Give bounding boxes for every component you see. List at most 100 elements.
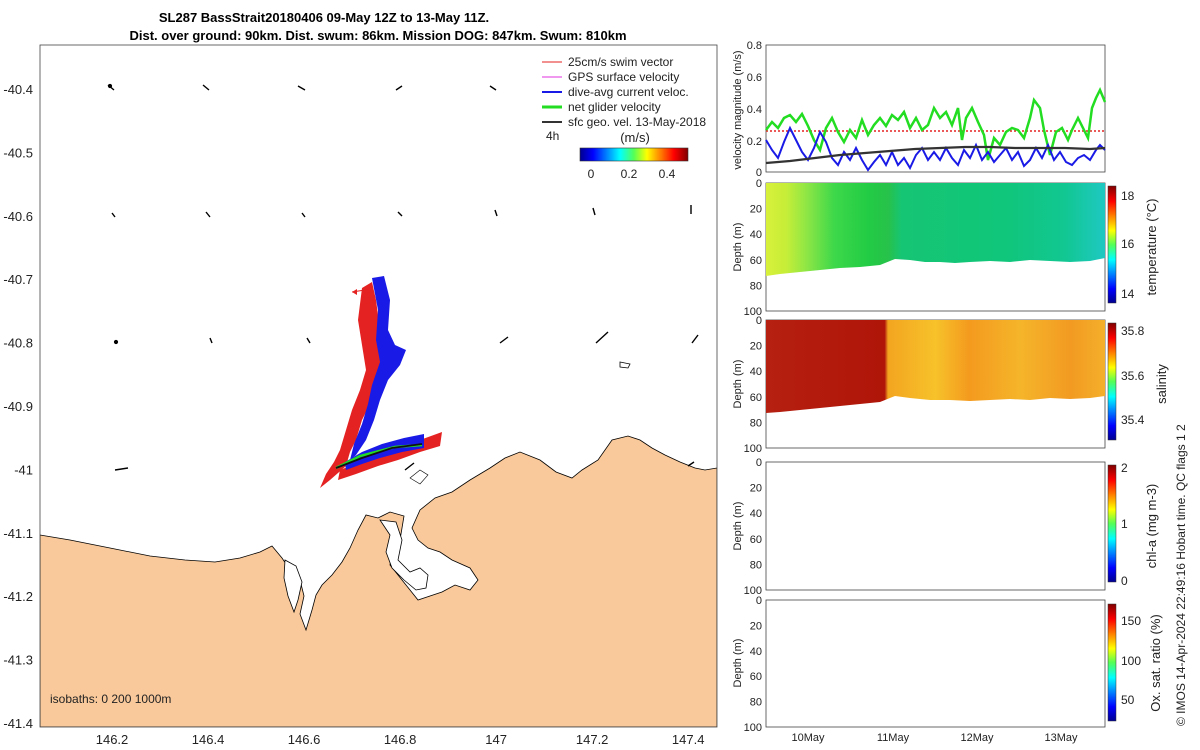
time-xtick-1: 11May bbox=[877, 732, 910, 744]
sfc-geo-arrows bbox=[107, 83, 699, 471]
depth-tick-label: 20 bbox=[750, 620, 762, 632]
speed-colorbar bbox=[579, 147, 689, 162]
map-y-tick-label: -41.1 bbox=[3, 526, 33, 541]
vel-ytick-4: 0.8 bbox=[747, 40, 762, 52]
geo-arrow bbox=[297, 85, 306, 91]
map-legend: 25cm/s swim vector GPS surface velocity … bbox=[542, 55, 706, 181]
vel-ylabel: velocity magnitude (m/s) bbox=[732, 50, 744, 169]
legend-label-net: net glider velocity bbox=[568, 100, 661, 114]
isobaths-label: isobaths: 0 200 1000m bbox=[50, 692, 171, 706]
sal-cbar-tick-35.4: 35.4 bbox=[1121, 413, 1145, 427]
geo-arrow-dot bbox=[113, 339, 119, 345]
geo-arrow bbox=[111, 212, 116, 218]
temp-yticks: 0 20 40 60 80 100 bbox=[744, 178, 762, 318]
temp-cbar-tick-18: 18 bbox=[1121, 189, 1135, 203]
dive-avg-currents-east bbox=[345, 434, 424, 470]
geo-arrow bbox=[114, 467, 129, 471]
glider-path bbox=[335, 443, 423, 469]
geo-arrow bbox=[301, 212, 306, 218]
swim-vectors bbox=[320, 282, 385, 488]
map-y-tick-label: -41 bbox=[14, 462, 33, 477]
depth-tick-label: 100 bbox=[744, 722, 762, 734]
geo-arrow bbox=[499, 336, 509, 344]
geo-arrow bbox=[205, 211, 211, 218]
inlet-port-sorell bbox=[283, 559, 303, 614]
colorbar-tick-0: 0 bbox=[588, 167, 595, 181]
map-y-tick-label: -41.4 bbox=[3, 716, 33, 731]
temp-ylabel: Depth (m) bbox=[732, 223, 744, 272]
depth-tick-label: 20 bbox=[750, 483, 762, 495]
legend-label-geo: sfc geo. vel. 13-May-2018 bbox=[568, 115, 706, 129]
geo-arrow bbox=[489, 85, 497, 91]
salinity-field bbox=[766, 320, 1105, 413]
ox-ylabel: Depth (m) bbox=[732, 639, 744, 688]
ox-cbar-tick-50: 50 bbox=[1121, 693, 1135, 707]
map-frame bbox=[39, 44, 718, 728]
depth-tick-label: 60 bbox=[750, 255, 762, 267]
map-y-tick-label: -40.5 bbox=[3, 145, 33, 160]
copyright: © IMOS 14-Apr-2024 22:49:16 Hobart time.… bbox=[1174, 424, 1188, 726]
geo-arrow bbox=[595, 331, 609, 344]
chla-ylabel: Depth (m) bbox=[732, 502, 744, 551]
depth-tick-label: 80 bbox=[750, 697, 762, 709]
ox-colorbar bbox=[1107, 603, 1117, 722]
depth-tick-label: 100 bbox=[744, 585, 762, 597]
sal-colorbar bbox=[1107, 322, 1117, 441]
geo-arrow bbox=[494, 209, 498, 217]
ox-cbar-tick-100: 100 bbox=[1121, 654, 1141, 668]
sal-ylabel: Depth (m) bbox=[732, 360, 744, 409]
time-xtick-0: 10May bbox=[791, 732, 825, 744]
depth-tick-label: 20 bbox=[750, 341, 762, 353]
map-x-tick-label: 147.2 bbox=[576, 732, 609, 747]
islet-1 bbox=[409, 469, 429, 485]
temp-cbar-tick-16: 16 bbox=[1121, 237, 1135, 251]
time-xtick-2: 12May bbox=[960, 732, 994, 744]
depth-tick-label: 0 bbox=[756, 595, 762, 607]
depth-tick-label: 60 bbox=[750, 392, 762, 404]
sal-cbar-tick-35.6: 35.6 bbox=[1121, 369, 1145, 383]
vel-ytick-0: 0 bbox=[756, 167, 762, 179]
map-panel: 146.2 146.4 146.6 146.8 147 147.2 147.4 -40.4-… bbox=[3, 44, 718, 747]
chla-cbar-tick-1: 1 bbox=[1121, 517, 1128, 531]
sal-cbar-tick-35.8: 35.8 bbox=[1121, 324, 1145, 338]
map-y-tick-label: -40.4 bbox=[3, 82, 33, 97]
depth-tick-label: 60 bbox=[750, 671, 762, 683]
vel-ytick-1: 0.2 bbox=[747, 136, 762, 148]
swim-arrowhead-north bbox=[352, 289, 357, 295]
map-x-tick-label: 146.4 bbox=[192, 732, 225, 747]
ox-yticks: 0 20 40 60 80 100 bbox=[744, 595, 762, 734]
geo-arrow bbox=[395, 85, 403, 91]
legend-label-gps: GPS surface velocity bbox=[568, 70, 679, 84]
chla-cbar-tick-0: 0 bbox=[1121, 574, 1128, 588]
dive-avg-current-line bbox=[765, 125, 1106, 172]
chla-plot-area bbox=[765, 461, 1106, 591]
geo-arrow-dot bbox=[107, 83, 113, 89]
temperature-panel: 18 16 14 temperature (°C) 0 20 40 60 80 100 D… bbox=[732, 178, 1159, 318]
geo-arrow bbox=[404, 462, 415, 471]
sal-yticks: 0 20 40 60 80 100 bbox=[744, 315, 762, 455]
time-label: 4h bbox=[546, 129, 559, 143]
map-x-tick-label: 147.4 bbox=[672, 732, 705, 747]
colorbar-unit-label: (m/s) bbox=[620, 130, 650, 145]
temp-colorbar bbox=[1107, 185, 1117, 304]
glider-track bbox=[320, 276, 442, 488]
chla-cbar-tick-2: 2 bbox=[1121, 461, 1128, 475]
legend-label-swim: 25cm/s swim vector bbox=[568, 55, 673, 69]
islet-2 bbox=[619, 361, 631, 369]
map-x-tick-label: 146.2 bbox=[96, 732, 129, 747]
map-y-tick-label: -40.7 bbox=[3, 272, 33, 287]
ox-cbar-tick-150: 150 bbox=[1121, 614, 1141, 628]
map-x-ticks: 146.2 146.4 146.6 146.8 147 147.2 147.4 bbox=[96, 732, 705, 747]
temperature-field bbox=[766, 183, 1105, 276]
depth-tick-label: 80 bbox=[750, 417, 762, 429]
depth-tick-label: 100 bbox=[744, 306, 762, 318]
temp-cbar-tick-14: 14 bbox=[1121, 287, 1135, 301]
geo-arrow bbox=[592, 207, 596, 216]
ox-cbar-label: Ox. sat. ratio (%) bbox=[1148, 614, 1163, 712]
depth-tick-label: 40 bbox=[750, 508, 762, 520]
geo-arrow bbox=[397, 211, 403, 217]
map-y-tick-label: -41.2 bbox=[3, 589, 33, 604]
oxygen-panel: 150 100 50 Ox. sat. ratio (%) 0 20 40 60 80 1… bbox=[732, 595, 1163, 744]
map-y-ticks: -40.4 -40.5 -40.6 -40.7 -40.8 -40.9 -41 -41.1 -4… bbox=[3, 82, 33, 731]
